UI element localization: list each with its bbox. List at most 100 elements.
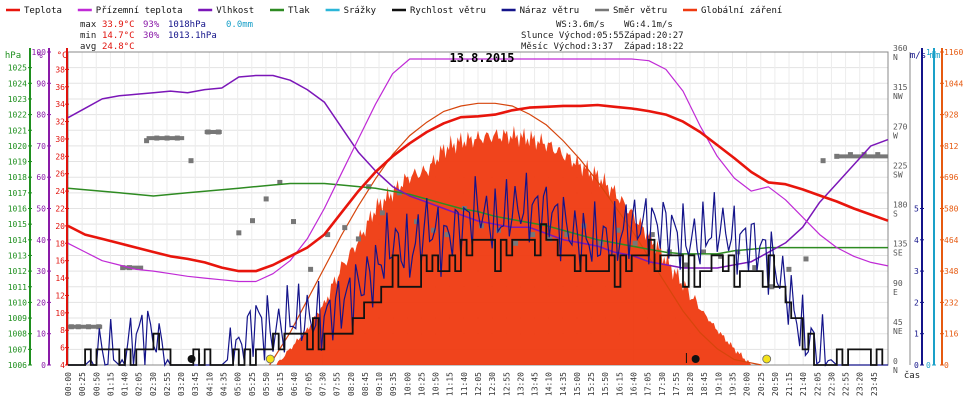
x-tick-label: 15:25 <box>587 372 596 396</box>
x-tick-label: 00:50 <box>92 372 101 396</box>
max-hum: 93% <box>143 20 160 30</box>
x-tick-label: 05:25 <box>248 372 257 396</box>
x-tick-label: 16:15 <box>615 372 624 396</box>
x-tick-label: 20:50 <box>771 372 780 396</box>
min-label: min <box>80 31 96 41</box>
avg-label: avg <box>80 42 96 52</box>
pct-axis-tick-label: 20 <box>36 298 46 307</box>
x-tick-label: 16:40 <box>630 372 639 396</box>
dir-tick-dir: NW <box>893 92 903 101</box>
rad-axis-tick-label: 1044 <box>944 79 963 88</box>
ms-axis-tick-label: 0 <box>914 361 919 370</box>
direction-point <box>291 219 296 225</box>
hpa-axis-tick-label: 1007 <box>8 345 27 354</box>
plot-area <box>67 58 889 367</box>
sun-rise: Slunce Východ:05:55 <box>521 31 624 41</box>
direction-point <box>444 232 450 238</box>
x-tick-label: 11:40 <box>460 372 469 396</box>
x-tick-label: 18:20 <box>686 372 695 396</box>
x-tick-label: 22:30 <box>827 372 836 396</box>
x-tick-label: 14:35 <box>559 372 568 396</box>
temp-axis-tick-label: 32 <box>55 118 65 127</box>
moon-rise: Měsíc Východ:3:37 <box>521 42 613 52</box>
x-tick-label: 19:10 <box>714 372 723 396</box>
temp-axis-tick-label: 30 <box>55 135 65 144</box>
pct-axis-tick-label: 30 <box>36 267 46 276</box>
direction-point <box>683 262 689 268</box>
x-tick-label: 01:40 <box>121 372 130 396</box>
x-tick-label: 22:55 <box>842 372 851 396</box>
hpa-axis-tick-label: 1017 <box>8 189 27 198</box>
x-tick-label: 17:30 <box>658 372 667 396</box>
hpa-axis-tick-label: 1024 <box>8 79 27 88</box>
ws-value: WS:3.6m/s <box>556 20 605 30</box>
temp-axis-tick-label: 12 <box>55 291 65 300</box>
ms-axis-tick-label: 3 <box>914 267 919 276</box>
dir-tick-dir: E <box>893 288 898 297</box>
x-tick-label: 09:10 <box>375 372 384 396</box>
dir-tick-label: 135 <box>893 240 908 249</box>
x-tick-label: 05:50 <box>262 372 271 396</box>
direction-point <box>308 266 314 272</box>
sunset-icon <box>762 354 772 364</box>
min-temp: 14.7°C <box>102 31 135 41</box>
hpa-axis-tick-label: 1012 <box>8 267 27 276</box>
wg-value: WG:4.1m/s <box>624 20 673 30</box>
dir-tick-dir: SE <box>893 249 903 258</box>
dir-tick-dir: N <box>893 53 898 62</box>
x-tick-label: 13:20 <box>516 372 525 396</box>
dir-tick-label: 225 <box>893 161 908 170</box>
x-tick-label: 11:15 <box>446 372 455 396</box>
direction-point <box>530 232 536 238</box>
hpa-axis-tick-label: 1010 <box>8 298 27 307</box>
direction-point <box>769 284 775 290</box>
dir-tick-label: 270 <box>893 122 908 131</box>
x-tick-label: 21:15 <box>785 372 794 396</box>
x-tick-label: 13:45 <box>531 372 540 396</box>
pct-axis-tick-label: 60 <box>36 173 46 182</box>
dir-tick-dir: S <box>893 210 898 219</box>
hpa-axis-tick-label: 1006 <box>8 361 27 370</box>
dir-tick-dir: W <box>893 131 898 140</box>
max-radiation-curve <box>269 102 762 366</box>
pct-axis-tick-label: 100 <box>32 48 47 57</box>
direction-point <box>718 253 724 259</box>
temp-axis-tick-label: 38 <box>55 65 65 74</box>
ms-axis-tick-label: 4 <box>914 236 919 245</box>
direction-point <box>250 218 255 224</box>
max-press: 1018hPa <box>168 20 206 30</box>
direction-point <box>414 219 419 225</box>
x-tick-label: 07:30 <box>318 372 327 396</box>
rad-axis-tick-label: 812 <box>944 142 959 151</box>
hpa-axis-tick-label: 1016 <box>8 205 27 214</box>
temp-axis-tick-label: 20 <box>55 222 65 231</box>
direction-point <box>649 232 655 238</box>
legend-label: Srážky <box>344 6 377 16</box>
x-tick-label: 00:25 <box>78 372 87 396</box>
feels-temp-line <box>67 58 889 283</box>
x-tick-label: 14:10 <box>545 372 554 396</box>
x-tick-label: 00:00 <box>64 372 73 396</box>
direction-point <box>188 158 194 164</box>
x-tick-label: 15:50 <box>601 372 610 396</box>
temp-axis-tick-label: 26 <box>55 170 65 179</box>
temp-axis-tick-label: 4 <box>60 361 65 370</box>
direction-point <box>581 223 587 229</box>
temp-axis-tick-label: 14 <box>55 274 65 283</box>
chart-title: 13.8.2015 <box>449 51 514 65</box>
x-tick-label: 12:30 <box>488 372 497 396</box>
x-tick-label: 20:25 <box>757 372 766 396</box>
rad-axis-tick-label: 1160 <box>944 48 963 57</box>
pct-axis-tick-label: 0 <box>41 361 46 370</box>
x-tick-label: 01:15 <box>106 372 115 396</box>
direction-point <box>513 240 519 246</box>
moon-set-icon <box>691 355 700 363</box>
sun-moon-panel: WS:3.6m/s WG:4.1m/s Slunce Východ:05:55 … <box>521 20 684 52</box>
mm-axis-tick-label: 0 <box>926 361 931 370</box>
x-tick-label: 17:55 <box>672 372 681 396</box>
hpa-axis-tick-label: 1018 <box>8 173 27 182</box>
temp-axis-tick-label: 6 <box>60 344 65 353</box>
x-tick-label: 23:45 <box>870 372 879 396</box>
legend-label: Teplota <box>24 6 62 16</box>
